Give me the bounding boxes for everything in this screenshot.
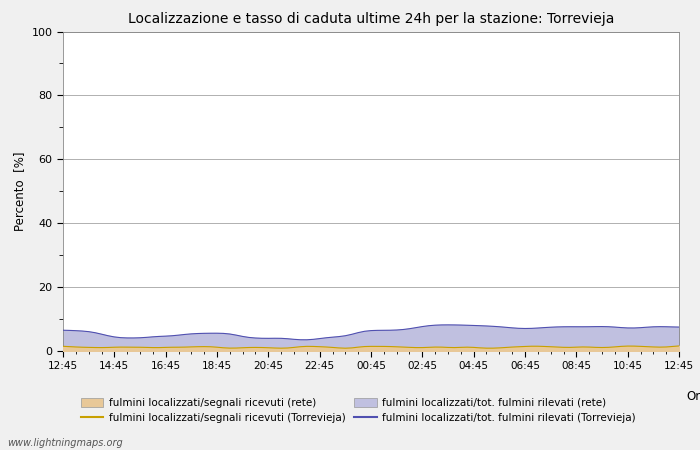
Title: Localizzazione e tasso di caduta ultime 24h per la stazione: Torrevieja: Localizzazione e tasso di caduta ultime … — [128, 12, 614, 26]
Text: www.lightningmaps.org: www.lightningmaps.org — [7, 438, 122, 448]
Y-axis label: Percento  [%]: Percento [%] — [13, 152, 26, 231]
Legend: fulmini localizzati/segnali ricevuti (rete), fulmini localizzati/segnali ricevut: fulmini localizzati/segnali ricevuti (re… — [80, 398, 636, 423]
Text: Orario: Orario — [686, 390, 700, 403]
